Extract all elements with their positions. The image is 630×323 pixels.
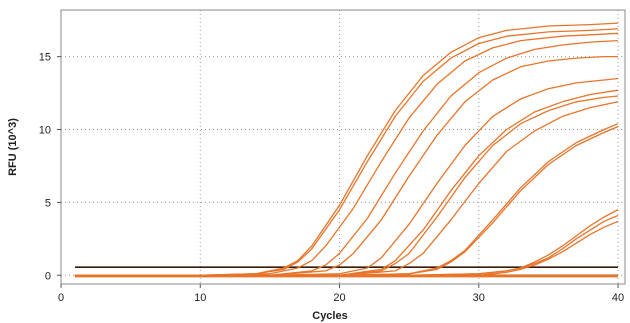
y-tick-label: 0 [45, 270, 51, 282]
x-tick-label: 0 [58, 292, 64, 304]
x-tick-label: 30 [473, 292, 485, 304]
plot-frame [60, 9, 626, 285]
y-axis-title: RFU (10^3) [7, 118, 19, 176]
x-tick-label: 20 [333, 292, 345, 304]
y-tick-label: 5 [45, 197, 51, 209]
amplification-curve [74, 32, 619, 276]
plot-background [61, 10, 625, 284]
y-tick-label: 15 [39, 52, 51, 64]
grid-lines [61, 10, 625, 284]
x-tick-label: 10 [194, 292, 206, 304]
x-axis-title: Cycles [312, 310, 347, 322]
series-group [74, 22, 619, 278]
x-axis-ticks: 0 10 20 30 40 [58, 284, 624, 304]
x-tick-label: 40 [612, 292, 624, 304]
y-tick-label: 10 [39, 125, 51, 137]
y-axis-ticks: 0 5 10 15 [39, 52, 61, 282]
